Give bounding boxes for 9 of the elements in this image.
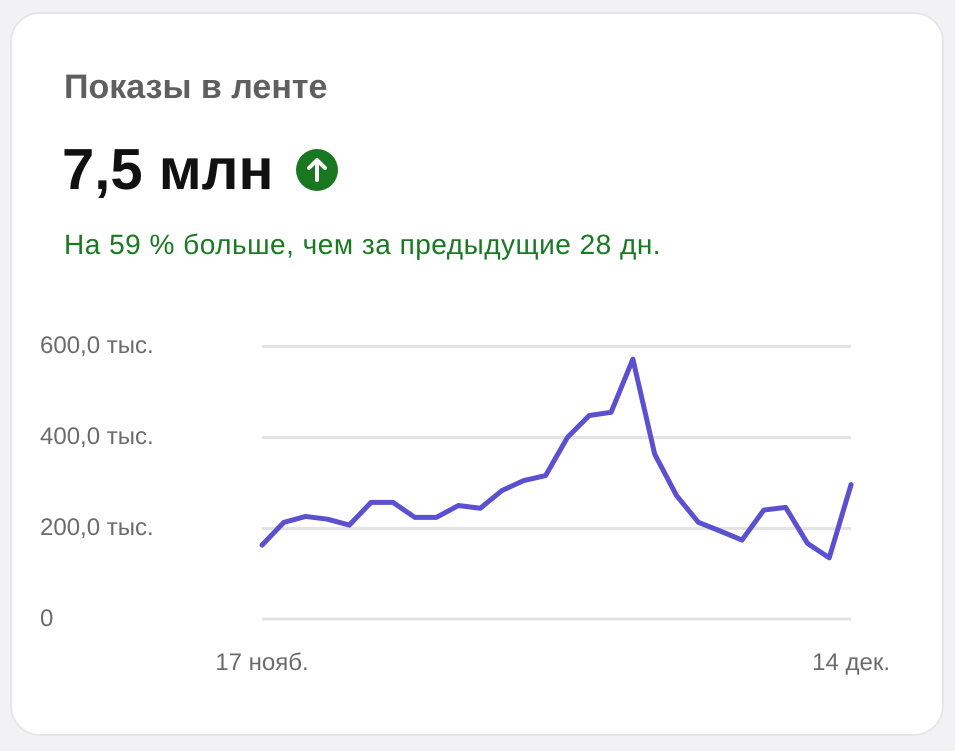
y-tick-label: 600,0 тыс. [40, 332, 154, 360]
y-tick-label: 0 [40, 604, 54, 632]
y-tick-label: 400,0 тыс. [40, 422, 154, 450]
chart-subtitle: 7,5 млн [62, 136, 274, 203]
x-tick-label: 14 дек. [812, 649, 890, 676]
y-tick-label: 200,0 тыс. [40, 514, 154, 541]
chart-title: Показы в ленте [64, 68, 328, 107]
text: На 59 % больше, чем за предыдущие 28 дн. [64, 229, 662, 261]
x-tick-label: 17 нояб. [215, 649, 309, 676]
